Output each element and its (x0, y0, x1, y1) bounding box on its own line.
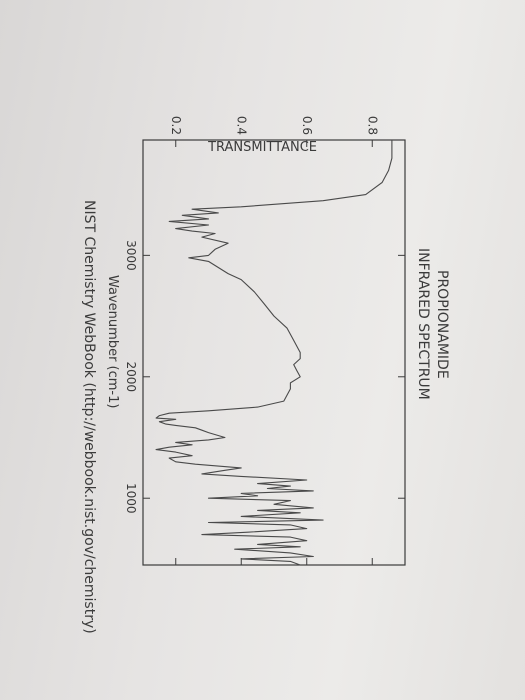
plot-frame (142, 139, 406, 566)
y-tick-label: 0.2 (169, 116, 183, 135)
x-tick-label: 3000 (124, 240, 138, 271)
y-tick-label: 0.8 (365, 116, 379, 135)
y-tick-label: 0.4 (234, 116, 248, 135)
x-tick-label: 2000 (124, 362, 138, 393)
x-tick-label: 1000 (124, 483, 138, 514)
spectrum-line (155, 140, 393, 566)
y-tick-label: 0.6 (300, 116, 314, 135)
axis-ticks: 3000 2000 1000 0.2 0.4 0.6 0.8 (124, 116, 405, 565)
